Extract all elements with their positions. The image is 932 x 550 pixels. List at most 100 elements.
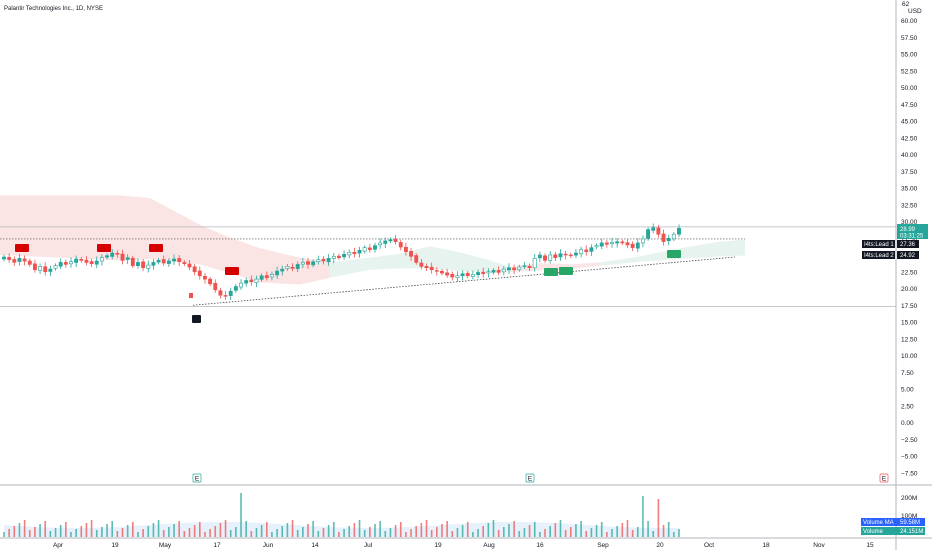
candle [476, 269, 480, 279]
candle [635, 238, 640, 253]
candle-body [522, 265, 527, 267]
candle-body [419, 262, 424, 267]
candle-body [141, 261, 146, 269]
price-tick-label: 40.00 [901, 152, 918, 159]
candle-body [182, 262, 187, 265]
candle-body [259, 275, 264, 280]
volume-bar [322, 528, 325, 537]
candle-body [63, 262, 68, 265]
volume-bar [250, 531, 253, 537]
candle [455, 271, 460, 282]
volume-bar [302, 527, 304, 537]
candle-body [440, 271, 444, 274]
volume-ma-value: 59.58M [900, 520, 920, 526]
candle [584, 245, 589, 256]
candle-body [460, 273, 465, 277]
candle-body [74, 258, 79, 263]
candle [321, 256, 326, 265]
candle [306, 258, 310, 269]
candle-body [264, 275, 269, 279]
volume-bar [343, 529, 345, 537]
candle [223, 290, 228, 300]
candle-body [465, 272, 470, 277]
candle-body [610, 241, 614, 245]
earnings-marker-letter: E [528, 476, 533, 483]
candle-body [7, 256, 12, 260]
candle [218, 287, 223, 299]
volume-tick-label: 200M [901, 495, 917, 502]
candle [342, 250, 347, 260]
volume-bar [240, 493, 242, 537]
sell-signal-marker [225, 267, 239, 275]
candle-body [630, 243, 635, 248]
volume-bar [621, 523, 624, 537]
trendline-line[interactable] [192, 256, 736, 306]
volume-bar [348, 526, 351, 537]
earnings-marker-letter: E [195, 476, 200, 483]
candle-body [450, 273, 455, 278]
candle-body [589, 247, 594, 252]
time-tick-label: 17 [213, 542, 221, 549]
earnings-marker[interactable]: E [879, 473, 889, 483]
price-axis[interactable]: 62 USD 60.00 57.50 55.00 52.50 50.00 47.50 45.… [901, 1, 922, 477]
candle [599, 238, 604, 250]
volume-bar [193, 525, 196, 537]
volume-bar [456, 528, 459, 537]
time-tick-label: Jul [364, 542, 373, 549]
candle [136, 258, 140, 269]
volume-bar [399, 522, 402, 537]
volume-bar [678, 529, 680, 537]
candle-body [208, 278, 213, 285]
volume-bar [374, 524, 376, 537]
volume-bar [121, 528, 124, 537]
volume-bar [482, 526, 484, 537]
indicator-name-badge [862, 251, 895, 259]
price-tick-label: 45.00 [901, 119, 918, 126]
candle [352, 247, 357, 258]
volume-bar [611, 529, 613, 537]
volume-ma-name: Volume MA [863, 520, 894, 526]
price-tick-label: 32.50 [901, 202, 918, 209]
price-tick-label: 47.50 [901, 102, 918, 109]
candle [264, 271, 269, 281]
candle [43, 262, 48, 276]
candle [419, 258, 424, 270]
candle-body [48, 268, 53, 272]
volume-bar [477, 529, 479, 537]
earnings-marker[interactable]: E [525, 473, 535, 483]
volume-bar [549, 526, 551, 537]
volume-bar [590, 528, 593, 537]
candle [656, 224, 661, 238]
candle [429, 262, 434, 274]
volume-bar [229, 530, 232, 537]
candle [671, 231, 676, 242]
time-axis[interactable]: Apr 19 May 17 Jun 14 Jul 19 Aug 16 Sep 20 Oct 18 Nov 15 [53, 542, 874, 549]
time-tick-label: Oct [704, 542, 714, 549]
volume-bar [307, 524, 309, 537]
candle [331, 252, 336, 264]
candle [677, 224, 681, 238]
volume-bar [544, 529, 546, 537]
trendline[interactable] [192, 256, 736, 306]
volume-bar [466, 522, 469, 537]
candle-body [553, 254, 558, 258]
candle [517, 264, 522, 272]
volume-bar [667, 522, 670, 537]
candle-body [501, 268, 506, 273]
volume-bar [137, 532, 139, 537]
volume-bar [291, 520, 294, 537]
volume-bar [162, 530, 165, 537]
price-tick-label: 17.50 [901, 303, 918, 310]
candle-body [625, 242, 630, 246]
candle [336, 253, 341, 261]
volume-bar [451, 531, 454, 537]
candle-body [192, 266, 197, 273]
candle-body [2, 256, 6, 260]
candle-body [383, 240, 388, 244]
volume-bar [59, 525, 62, 537]
earnings-marker[interactable]: E [192, 473, 202, 483]
price-tick-label: 57.50 [901, 35, 918, 42]
horizontal-levels [0, 226, 896, 307]
